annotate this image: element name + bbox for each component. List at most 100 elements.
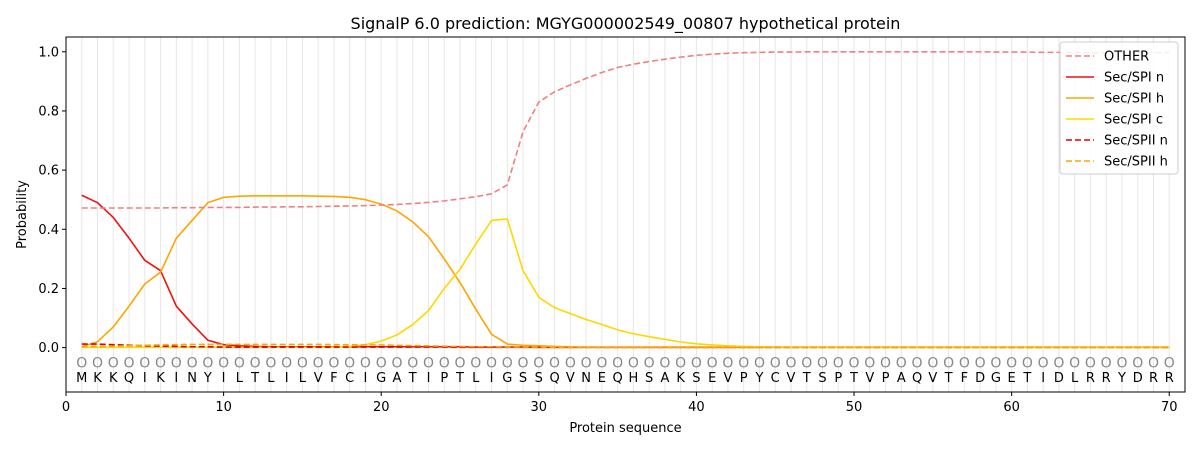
residue-letter: D <box>975 371 985 386</box>
residue-marker: O <box>439 355 450 371</box>
residue-marker: O <box>1006 355 1017 371</box>
sequence-layer: OMOKOKOQOIOKOIONOYOIOLOTOLOIOLOVOFOCOIOG… <box>76 355 1175 386</box>
legend-label: OTHER <box>1104 50 1149 65</box>
residue-marker: O <box>281 355 292 371</box>
x-tick-label: 70 <box>1161 400 1178 415</box>
residue-letter: E <box>708 371 716 386</box>
residue-marker: O <box>1148 355 1159 371</box>
residue-marker: O <box>565 355 576 371</box>
x-tick-label: 30 <box>531 400 548 415</box>
residue-letter: M <box>76 371 87 386</box>
residue-marker: O <box>817 355 828 371</box>
residue-letter: C <box>771 371 780 386</box>
residue-marker: O <box>880 355 891 371</box>
residue-letter: D <box>1133 371 1143 386</box>
residue-letter: G <box>502 371 512 386</box>
residue-letter: Q <box>549 371 559 386</box>
residue-marker: O <box>738 355 749 371</box>
residue-marker: O <box>234 355 245 371</box>
residue-letter: A <box>660 371 669 386</box>
residue-marker: O <box>675 355 686 371</box>
residue-marker: O <box>376 355 387 371</box>
residue-letter: V <box>928 371 937 386</box>
residue-marker: O <box>202 355 213 371</box>
residue-letter: G <box>991 371 1001 386</box>
series-line-sec-spi-n <box>81 194 1170 349</box>
residue-letter: V <box>723 371 732 386</box>
residue-marker: O <box>801 355 812 371</box>
legend: OTHER Sec/SPI n Sec/SPI h Sec/SPI c Sec/SPII… <box>1059 41 1179 175</box>
residue-letter: P <box>882 371 890 386</box>
residue-marker: O <box>1116 355 1127 371</box>
residue-marker: O <box>596 355 607 371</box>
residue-marker: O <box>896 355 907 371</box>
residue-letter: C <box>345 371 354 386</box>
residue-letter: V <box>566 371 575 386</box>
residue-letter: P <box>834 371 842 386</box>
residue-letter: P <box>440 371 448 386</box>
y-tick-label: 0.4 <box>38 223 59 238</box>
x-axis-label: Protein sequence <box>569 421 681 436</box>
residue-letter: E <box>598 371 606 386</box>
residue-marker: O <box>124 355 135 371</box>
x-tick-label: 60 <box>1003 400 1020 415</box>
residue-marker: O <box>391 355 402 371</box>
y-axis: 0.0 0.2 0.4 0.6 0.8 1.0 <box>38 45 66 356</box>
residue-letter: V <box>865 371 874 386</box>
residue-marker: O <box>1053 355 1064 371</box>
residue-marker: O <box>407 355 418 371</box>
residue-letter: Y <box>1117 371 1126 386</box>
residue-letter: F <box>961 371 968 386</box>
residue-marker: O <box>849 355 860 371</box>
residue-marker: O <box>533 355 544 371</box>
residue-letter: E <box>1008 371 1016 386</box>
residue-letter: Y <box>203 371 212 386</box>
residue-letter: K <box>156 371 165 386</box>
residue-marker: O <box>1085 355 1096 371</box>
residue-letter: S <box>692 371 700 386</box>
residue-letter: K <box>93 371 102 386</box>
residue-letter: D <box>1054 371 1064 386</box>
residue-marker: O <box>1038 355 1049 371</box>
series-line-sec-spi-c <box>81 218 1170 349</box>
grid-layer <box>81 37 1170 392</box>
residue-letter: I <box>174 371 178 386</box>
residue-marker: O <box>864 355 875 371</box>
residue-letter: I <box>143 371 147 386</box>
residue-letter: N <box>581 371 591 386</box>
series-line-sec-spi-h <box>81 195 1170 348</box>
residue-marker: O <box>486 355 497 371</box>
residue-marker: O <box>328 355 339 371</box>
residue-letter: T <box>849 371 858 386</box>
legend-frame <box>1059 41 1179 175</box>
series-line-other <box>81 50 1170 209</box>
residue-marker: O <box>502 355 513 371</box>
residue-marker: O <box>754 355 765 371</box>
residue-letter: I <box>1041 371 1045 386</box>
residue-letter: N <box>187 371 197 386</box>
x-axis: 0 10 20 30 40 50 60 70 <box>62 392 1178 415</box>
residue-marker: O <box>470 355 481 371</box>
residue-letter: R <box>1102 371 1111 386</box>
residue-marker: O <box>975 355 986 371</box>
residue-marker: O <box>943 355 954 371</box>
residue-marker: O <box>707 355 718 371</box>
residue-letter: Q <box>912 371 922 386</box>
residue-marker: O <box>990 355 1001 371</box>
residue-letter: I <box>364 371 368 386</box>
residue-marker: O <box>659 355 670 371</box>
residue-marker: O <box>722 355 733 371</box>
residue-letter: R <box>1086 371 1095 386</box>
residue-marker: O <box>518 355 529 371</box>
residue-marker: O <box>1101 355 1112 371</box>
residue-marker: O <box>76 355 87 371</box>
residue-letter: T <box>1022 371 1031 386</box>
residue-letter: I <box>490 371 494 386</box>
residue-letter: Q <box>613 371 623 386</box>
residue-letter: T <box>802 371 811 386</box>
residue-marker: O <box>1132 355 1143 371</box>
residue-marker: O <box>691 355 702 371</box>
residue-marker: O <box>250 355 261 371</box>
residue-marker: O <box>644 355 655 371</box>
